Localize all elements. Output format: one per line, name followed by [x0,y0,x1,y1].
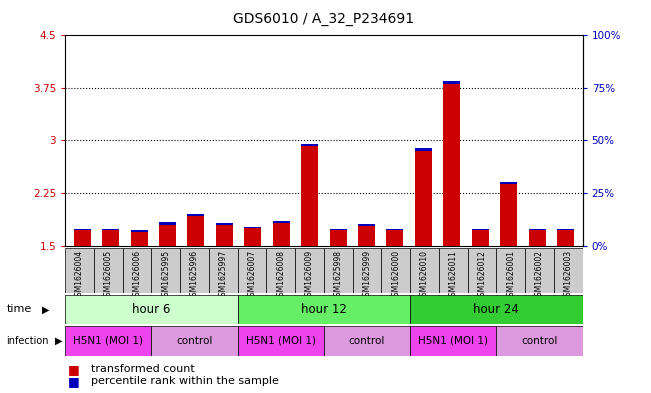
Text: GSM1626009: GSM1626009 [305,250,314,301]
Bar [324,326,410,356]
Text: GSM1626001: GSM1626001 [506,250,515,301]
Bar [353,248,381,293]
Bar [387,230,404,246]
Bar [500,184,518,246]
Bar [381,248,410,293]
Bar [415,151,432,246]
Text: hour 24: hour 24 [473,303,519,316]
Text: GSM1626005: GSM1626005 [104,250,113,301]
Bar [554,248,583,293]
Bar [187,215,204,216]
Bar [244,228,261,246]
Bar [273,223,290,246]
Text: control: control [176,336,213,346]
Text: H5N1 (MOI 1): H5N1 (MOI 1) [245,336,316,346]
Bar [151,248,180,293]
Bar [74,229,90,230]
Bar [529,230,546,246]
Text: GSM1626003: GSM1626003 [564,250,573,301]
Bar [472,229,489,230]
Text: GSM1626006: GSM1626006 [133,250,141,301]
Text: percentile rank within the sample: percentile rank within the sample [91,376,279,386]
Bar [130,230,148,231]
Text: GSM1626004: GSM1626004 [75,250,84,301]
Bar [159,222,176,224]
Text: ▶: ▶ [42,305,50,314]
Text: GSM1626007: GSM1626007 [247,250,256,301]
Bar [324,248,353,293]
Bar [102,230,119,246]
Bar [295,248,324,293]
Text: GSM1626000: GSM1626000 [391,250,400,301]
Bar [358,226,375,246]
Bar [329,230,346,246]
Bar [472,230,489,246]
Bar [358,224,375,226]
Bar [209,248,238,293]
Text: GSM1626012: GSM1626012 [478,250,486,301]
Text: GDS6010 / A_32_P234691: GDS6010 / A_32_P234691 [233,12,415,26]
Bar [443,84,460,246]
Bar [387,229,404,230]
Bar [443,81,460,84]
Bar [238,248,266,293]
Bar [102,229,119,230]
Text: control: control [349,336,385,346]
Bar [65,248,94,293]
Text: ▶: ▶ [55,336,63,346]
Text: hour 12: hour 12 [301,303,347,316]
Bar [557,230,574,246]
Bar [122,248,151,293]
Bar [187,216,204,246]
Text: GSM1625998: GSM1625998 [334,250,342,301]
Bar [65,295,238,324]
Bar [244,227,261,228]
Text: GSM1625996: GSM1625996 [190,250,199,301]
Bar [151,326,238,356]
Text: GSM1626008: GSM1626008 [276,250,285,301]
Text: ■: ■ [68,363,80,376]
Bar [238,295,410,324]
Text: control: control [521,336,558,346]
Bar [525,248,554,293]
Bar [410,248,439,293]
Bar [273,221,290,223]
Bar [238,326,324,356]
Text: GSM1626011: GSM1626011 [449,250,458,301]
Bar [500,182,518,184]
Bar [439,248,467,293]
Text: GSM1625997: GSM1625997 [219,250,228,301]
Bar [216,224,233,246]
Bar [329,229,346,230]
Bar [415,148,432,151]
Text: ■: ■ [68,375,80,388]
Text: GSM1626002: GSM1626002 [535,250,544,301]
Text: H5N1 (MOI 1): H5N1 (MOI 1) [418,336,488,346]
Text: GSM1626010: GSM1626010 [420,250,429,301]
Bar [130,231,148,246]
Bar [266,248,295,293]
Bar [216,223,233,224]
Bar [74,230,90,246]
Bar [301,146,318,246]
Text: transformed count: transformed count [91,364,195,375]
Text: infection: infection [7,336,49,346]
Text: H5N1 (MOI 1): H5N1 (MOI 1) [73,336,143,346]
Bar [65,326,151,356]
Text: GSM1625999: GSM1625999 [363,250,372,301]
Bar [410,295,583,324]
Bar [557,229,574,230]
Bar [301,144,318,146]
Text: hour 6: hour 6 [132,303,171,316]
Bar [496,326,583,356]
Text: GSM1625995: GSM1625995 [161,250,170,301]
Bar [410,326,496,356]
Bar [529,229,546,230]
Bar [159,224,176,246]
Text: time: time [7,305,32,314]
Bar [94,248,122,293]
Bar [496,248,525,293]
Bar [180,248,209,293]
Bar [467,248,496,293]
